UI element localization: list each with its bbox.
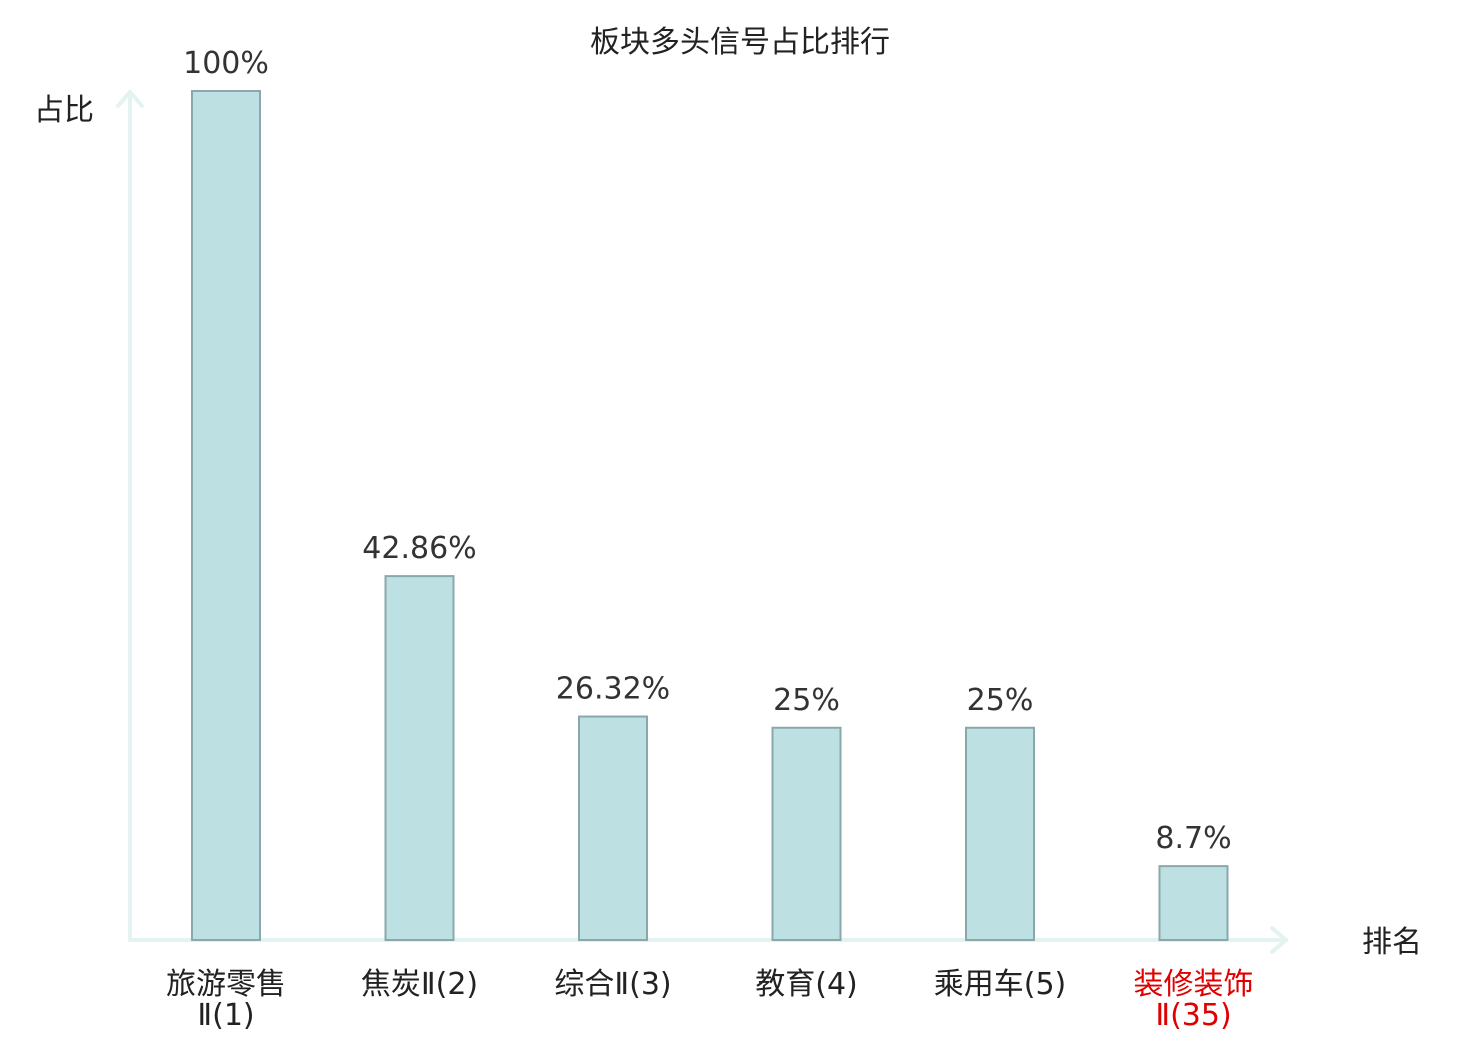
- category-label-rank: (5): [1024, 967, 1067, 1002]
- bar-value-label: 25%: [967, 683, 1034, 718]
- x-axis-arrow: [1270, 926, 1288, 954]
- category-label-name: 综合: [554, 967, 614, 1002]
- category-label-name: 焦炭: [361, 967, 421, 1002]
- bar-value-label: 42.86%: [362, 531, 476, 566]
- category-label: 教育(4): [755, 967, 858, 1002]
- category-label-name: 装修装饰: [1134, 967, 1254, 1002]
- category-label-rank: Ⅱ(3): [614, 967, 671, 1002]
- category-label: 乘用车(5): [934, 967, 1067, 1002]
- bar: [771, 726, 842, 941]
- category-label-rank: Ⅱ(1): [197, 998, 254, 1033]
- x-axis-label: 排名: [1362, 925, 1422, 960]
- category-label-rank: Ⅱ(2): [421, 967, 478, 1002]
- bar: [578, 715, 648, 942]
- chart-title: 板块多头信号占比排行: [590, 25, 890, 60]
- bar-value-label: 26.32%: [556, 672, 670, 707]
- category-label-rank: (4): [815, 967, 858, 1002]
- category-label: 综合Ⅱ(3): [554, 967, 671, 1002]
- category-label-rank: Ⅱ(35): [1155, 998, 1231, 1033]
- category-label-name: 教育: [755, 967, 815, 1002]
- bar: [191, 90, 261, 941]
- bars: [191, 90, 1229, 942]
- axes: [116, 90, 1288, 954]
- category-label-name: 旅游零售: [166, 967, 286, 1002]
- bar-value-label: 100%: [183, 46, 269, 81]
- y-axis-label: 占比: [34, 93, 94, 128]
- bar: [965, 726, 1035, 941]
- bar-value-label: 25%: [773, 683, 840, 718]
- bar: [384, 575, 455, 941]
- category-label-name: 乘用车: [934, 967, 1024, 1002]
- category-label: 焦炭Ⅱ(2): [361, 967, 478, 1002]
- y-axis-arrow: [116, 90, 144, 108]
- bar: [1158, 865, 1229, 942]
- bar-value-label: 8.7%: [1155, 821, 1231, 856]
- value-labels: 100% 42.86% 26.32% 25% 25% 8.7%: [183, 46, 1232, 856]
